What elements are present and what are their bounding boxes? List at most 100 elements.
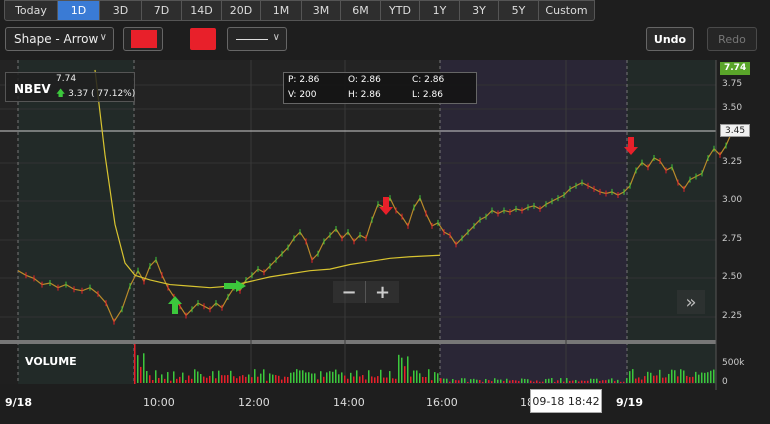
ticker-symbol: NBEV (14, 82, 51, 96)
volume-bar (416, 370, 418, 383)
volume-bar (458, 380, 460, 383)
volume-bar (167, 372, 169, 383)
volume-bar (560, 378, 562, 383)
volume-bar (410, 376, 412, 383)
line-color-picker[interactable] (190, 27, 216, 51)
volume-bar (584, 380, 586, 383)
volume-bar (392, 378, 394, 383)
last-price-tag: 7.74 (720, 62, 751, 75)
crosshair-time-tag: 09-18 18:42 (530, 389, 602, 413)
range-tabs: Today 1D 3D 7D 14D 20D 1M 3M 6M YTD 1Y 3Y 5Y Custom (4, 0, 595, 21)
volume-bar (452, 379, 454, 383)
line-style-preview (236, 39, 268, 40)
volume-bar (692, 376, 694, 383)
range-tab-1d[interactable]: 1D (58, 0, 100, 21)
volume-bar (185, 380, 187, 383)
range-tab-3m[interactable]: 3M (302, 0, 341, 21)
volume-bar (344, 375, 346, 383)
volume-bar (284, 376, 286, 383)
price-tick-label: 2.75 (722, 234, 743, 244)
volume-bar (428, 369, 430, 383)
volume-bar (482, 381, 484, 383)
volume-bar (368, 370, 370, 383)
volume-bar (137, 355, 139, 383)
volume-bar (278, 375, 280, 383)
volume-bar (380, 369, 382, 383)
chevron-down-icon: ∨ (272, 32, 280, 43)
volume-bar (359, 376, 361, 383)
range-tab-1y[interactable]: 1Y (420, 0, 460, 21)
range-tab-custom[interactable]: Custom (539, 0, 595, 21)
volume-bar (569, 380, 571, 383)
volume-bar (467, 381, 469, 383)
range-tab-ytd[interactable]: YTD (381, 0, 420, 21)
volume-bar (386, 377, 388, 383)
volume-bar (134, 344, 136, 384)
zoom-out-button[interactable]: − (333, 281, 366, 303)
volume-bar (689, 377, 691, 383)
shape-select[interactable]: Shape - Arrow ∨ (5, 27, 114, 51)
range-tab-today[interactable]: Today (4, 0, 58, 21)
price-chart-canvas[interactable] (0, 60, 770, 424)
volume-bar (470, 379, 472, 383)
volume-bar (587, 380, 589, 383)
zoom-in-button[interactable]: + (366, 281, 399, 303)
volume-bar (257, 376, 259, 383)
price-chart[interactable] (0, 60, 770, 424)
range-tab-7d[interactable]: 7D (142, 0, 182, 21)
volume-bar (566, 378, 568, 383)
undo-button[interactable]: Undo (646, 27, 694, 51)
volume-bar (512, 380, 514, 383)
volume-bar (440, 378, 442, 383)
volume-bar (542, 381, 544, 383)
volume-bar (485, 378, 487, 383)
range-tab-14d[interactable]: 14D (182, 0, 222, 21)
price-tick-label: 3.75 (722, 79, 743, 89)
range-tab-6m[interactable]: 6M (341, 0, 381, 21)
volume-bar (320, 371, 322, 383)
volume-bar (188, 375, 190, 383)
volume-bar (353, 376, 355, 383)
volume-bar (362, 375, 364, 383)
volume-bar (623, 381, 625, 383)
volume-bar (695, 371, 697, 383)
volume-bar (281, 379, 283, 383)
time-tick-label: 9/18 (5, 396, 32, 409)
volume-bar (578, 381, 580, 383)
volume-bar (419, 373, 421, 383)
shape-select-label: Shape - Arrow (14, 32, 99, 46)
volume-bar (296, 369, 298, 383)
volume-bar (311, 373, 313, 383)
price-tick-label: 3.00 (722, 195, 743, 205)
volume-bar (464, 378, 466, 383)
volume-bar (641, 379, 643, 383)
volume-bar (323, 376, 325, 383)
volume-bar (599, 380, 601, 383)
range-tab-3y[interactable]: 3Y (460, 0, 499, 21)
line-style-select[interactable]: ∨ (227, 27, 287, 51)
range-tab-20d[interactable]: 20D (222, 0, 261, 21)
volume-bar (710, 370, 712, 383)
chevron-down-icon: ∨ (99, 32, 107, 43)
volume-bar (680, 369, 682, 383)
redo-button[interactable]: Redo (707, 27, 757, 51)
fill-color-picker[interactable] (123, 27, 163, 51)
volume-bar (422, 376, 424, 383)
volume-bar (194, 369, 196, 383)
volume-bar (596, 378, 598, 383)
volume-bar (632, 369, 634, 383)
volume-bar (290, 372, 292, 383)
range-tab-1m[interactable]: 1M (261, 0, 302, 21)
volume-bar (314, 373, 316, 383)
range-tab-3d[interactable]: 3D (100, 0, 142, 21)
ohlc-tooltip: P: 2.86 O: 2.86 C: 2.86 V: 200 H: 2.86 L… (283, 72, 477, 104)
scroll-right-button[interactable]: » (677, 290, 705, 314)
volume-bar (377, 376, 379, 383)
volume-bar (266, 380, 268, 383)
volume-bar (356, 370, 358, 383)
sell-arrow-icon (624, 137, 638, 155)
volume-bar (590, 378, 592, 383)
range-tab-5y[interactable]: 5Y (499, 0, 539, 21)
volume-bar (518, 381, 520, 383)
drawing-toolbar: Shape - Arrow ∨ ∨ Undo Redo (0, 26, 770, 54)
